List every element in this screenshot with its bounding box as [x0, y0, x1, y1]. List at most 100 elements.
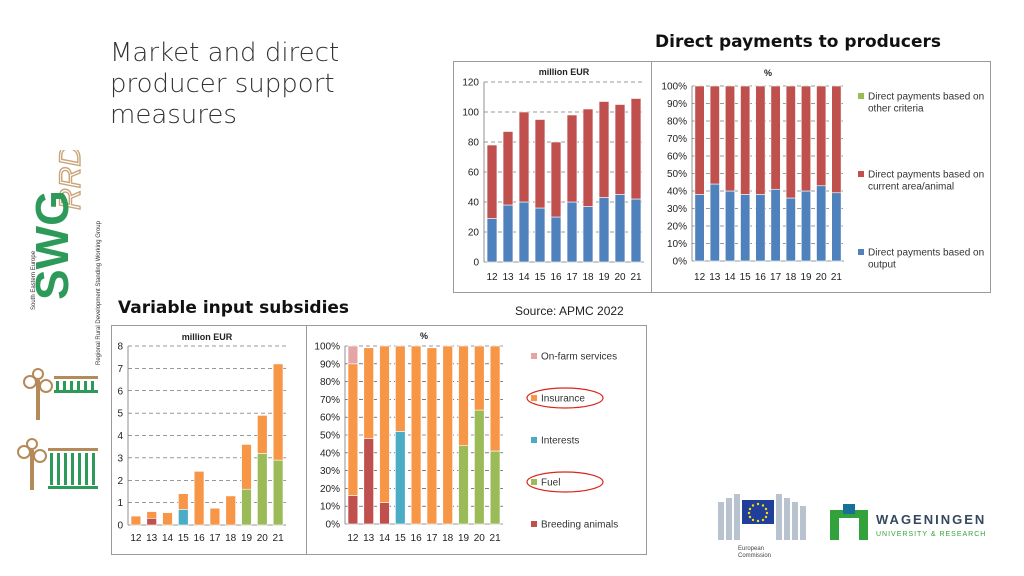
y-tick-label: 0% — [673, 257, 688, 268]
swg-caption-1: South Eastern Europe — [31, 250, 37, 310]
dp-pct-chart: % 0% 10% 20% 30% 40% 50% 60% 70% 80% 90% 100% 12 13 14… — [661, 68, 984, 283]
bar-direct-payments-based-on-current-area-animal — [755, 85, 766, 195]
y-tick-label: 20% — [667, 222, 687, 233]
bar-direct-payments-based-on-output — [755, 194, 766, 262]
y-tick-label: 30% — [667, 204, 687, 215]
bar-direct-payments-based-on-current-area-animal — [582, 108, 594, 207]
legend-label: Breeding animals — [541, 520, 618, 531]
wur-line-2: UNIVERSITY & RESEARCH — [876, 531, 986, 538]
bar-insurance — [489, 345, 501, 452]
legend-swatch — [531, 395, 537, 401]
legend-item: Fuel — [526, 471, 604, 493]
legend-label: Insurance — [541, 394, 585, 405]
x-tick-label: 19 — [241, 533, 253, 544]
bar-insurance — [363, 347, 374, 439]
x-tick-label: 12 — [347, 533, 359, 544]
y-tick-label: 10% — [320, 502, 340, 513]
y-tick-label: 1 — [117, 498, 123, 509]
bar-insurance — [193, 471, 205, 526]
bar-direct-payments-based-on-current-area-animal — [550, 141, 562, 218]
x-tick-label: 17 — [566, 272, 578, 283]
y-tick-label: 60 — [468, 168, 480, 179]
bar-direct-payments-based-on-current-area-animal — [816, 85, 827, 187]
bar-direct-payments-based-on-output — [598, 197, 610, 263]
y-tick-label: 10% — [667, 239, 687, 250]
x-tick-label: 18 — [442, 533, 454, 544]
x-tick-label: 14 — [518, 272, 530, 283]
bar-insurance — [474, 345, 485, 411]
bar-insurance — [241, 444, 252, 490]
y-tick-label: 7 — [117, 364, 123, 375]
tree-icon — [23, 368, 98, 420]
bar-fuel — [241, 488, 252, 526]
x-tick-label: 21 — [831, 272, 843, 283]
bar-direct-payments-based-on-output — [614, 194, 626, 263]
x-tick-label: 13 — [502, 272, 514, 283]
x-tick-label: 17 — [209, 533, 221, 544]
bar-direct-payments-based-on-current-area-animal — [709, 85, 720, 185]
x-tick-label: 15 — [395, 533, 407, 544]
bar-fuel — [474, 409, 485, 525]
bar-breeding-animals — [379, 502, 390, 525]
legend-label: Interests — [541, 436, 579, 447]
bar-direct-payments-based-on-current-area-animal — [566, 114, 578, 203]
bar-direct-payments-based-on-output — [534, 207, 546, 263]
bar-interests — [178, 509, 189, 526]
highlight-circle — [526, 471, 604, 493]
legend-item: Insurance — [526, 387, 604, 409]
x-tick-label: 20 — [257, 533, 269, 544]
legend-label: On-farm services — [541, 352, 617, 363]
x-tick-label: 14 — [379, 533, 391, 544]
wur-mark-icon — [830, 504, 868, 540]
x-tick-label: 14 — [162, 533, 174, 544]
legend-swatch — [531, 479, 537, 485]
bar-direct-payments-based-on-current-area-animal — [598, 101, 610, 198]
bar-direct-payments-based-on-output — [831, 192, 842, 262]
x-tick-label: 20 — [816, 272, 828, 283]
bar-direct-payments-based-on-current-area-animal — [831, 85, 842, 194]
x-tick-label: 16 — [194, 533, 206, 544]
x-tick-label: 18 — [785, 272, 797, 283]
dp-abs-chart: million EUR 0 20 40 60 80 100 120 12 13 14 15 16 17 18… — [462, 67, 644, 283]
bar-direct-payments-based-on-output — [740, 194, 751, 262]
x-tick-label: 16 — [411, 533, 423, 544]
ec-line-2: Commission — [738, 553, 771, 559]
bar-direct-payments-based-on-output — [724, 190, 736, 262]
bar-direct-payments-based-on-output — [770, 188, 781, 262]
legend-swatch — [858, 93, 864, 99]
swg-script-text: RRD — [54, 150, 87, 210]
y-tick-label: 4 — [117, 431, 123, 442]
bar-fuel — [257, 453, 268, 526]
bar-insurance — [347, 363, 359, 496]
bar-direct-payments-based-on-current-area-animal — [724, 85, 736, 192]
bar-direct-payments-based-on-current-area-animal — [770, 85, 781, 190]
y-tick-label: 50% — [320, 431, 340, 442]
x-tick-label: 14 — [724, 272, 736, 283]
bar-insurance — [257, 415, 268, 454]
bar-direct-payments-based-on-output — [566, 201, 578, 263]
dp-pct-panel: % 0% 10% 20% 30% 40% 50% 60% 70% 80% 90% 100% 12 13 14… — [651, 61, 991, 293]
y-tick-label: 20% — [320, 484, 340, 495]
y-tick-label: 3 — [117, 453, 123, 464]
x-tick-label: 17 — [426, 533, 438, 544]
chart-title: million EUR — [182, 332, 233, 342]
bar-insurance — [146, 511, 157, 519]
x-tick-label: 19 — [800, 272, 812, 283]
legend-item: Interests — [531, 436, 579, 447]
bar-breeding-animals — [146, 517, 157, 526]
x-tick-label: 13 — [363, 533, 375, 544]
heading-direct-payments: Direct payments to producers — [655, 32, 942, 52]
bar-fuel — [458, 445, 469, 525]
bar-direct-payments-based-on-output — [518, 201, 530, 263]
x-tick-label: 12 — [130, 533, 142, 544]
x-tick-label: 13 — [146, 533, 158, 544]
bar-direct-payments-based-on-output — [486, 218, 498, 263]
legend-swatch — [531, 521, 537, 527]
bar-direct-payments-based-on-output — [785, 197, 796, 262]
bar-insurance — [426, 347, 438, 525]
legend-label: Direct payments based on — [868, 92, 984, 103]
bar-direct-payments-based-on-output — [709, 183, 720, 262]
x-tick-label: 16 — [755, 272, 767, 283]
